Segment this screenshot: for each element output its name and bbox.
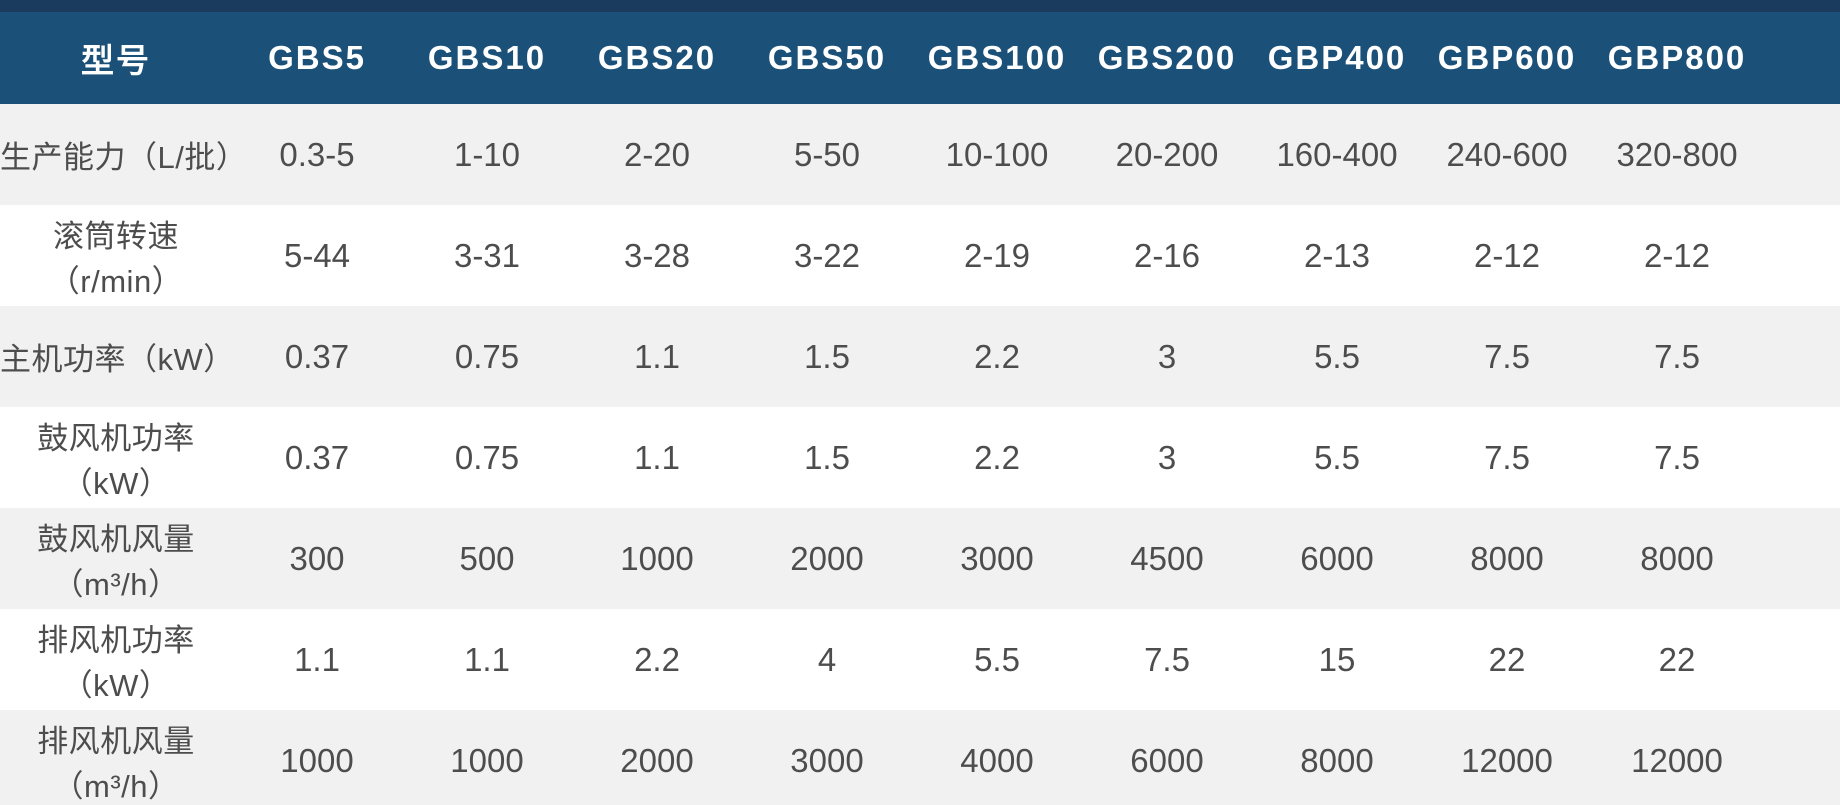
data-cell: 5.5 — [1314, 337, 1360, 375]
data-cell: 6000 — [1300, 539, 1374, 577]
data-cell: 7.5 — [1484, 438, 1530, 476]
header-cell-model-label: 型号 — [0, 0, 232, 104]
data-cell: 7.5 — [1484, 337, 1530, 375]
data-cell: 7.5 — [1654, 438, 1700, 476]
data-cell: 20-200 — [1115, 135, 1219, 173]
data-cell: 0.75 — [454, 438, 520, 476]
data-cell: 2-12 — [1643, 236, 1711, 274]
data-cell: 2-19 — [963, 236, 1031, 274]
row-spacer — [1762, 104, 1840, 205]
data-cell: 8000 — [1300, 741, 1374, 779]
row-label: 鼓风机功率（kW） — [37, 420, 195, 501]
header-cell-gbp400: GBP400 — [1252, 0, 1422, 104]
data-cell: 2.2 — [974, 337, 1020, 375]
row-label: 主机功率（kW） — [0, 342, 235, 377]
data-cell: 12000 — [1461, 741, 1553, 779]
data-cell: 1-10 — [453, 135, 521, 173]
data-cell: 2.2 — [974, 438, 1020, 476]
data-cell: 15 — [1318, 640, 1356, 678]
data-cell: 4500 — [1130, 539, 1204, 577]
data-cell: 1.1 — [634, 438, 680, 476]
header-cell-gbs50: GBS50 — [742, 0, 912, 104]
data-cell: 12000 — [1631, 741, 1723, 779]
data-cell: 3000 — [960, 539, 1034, 577]
data-cell: 0.37 — [284, 438, 350, 476]
data-cell: 8000 — [1640, 539, 1714, 577]
data-cell: 1000 — [620, 539, 694, 577]
data-cell: 2-12 — [1473, 236, 1541, 274]
row-spacer — [1762, 205, 1840, 306]
data-cell: 7.5 — [1654, 337, 1700, 375]
table-row: 排风机风量（m³/h） 1000 1000 2000 3000 4000 6000 8000 1… — [0, 710, 1840, 805]
data-cell: 160-400 — [1276, 135, 1398, 173]
data-cell: 1.1 — [464, 640, 510, 678]
data-cell: 2-20 — [623, 135, 691, 173]
row-label: 排风机风量（m³/h） — [37, 723, 195, 804]
data-cell: 0.3-5 — [279, 135, 355, 173]
row-spacer — [1762, 407, 1840, 508]
data-cell: 4000 — [960, 741, 1034, 779]
data-cell: 1000 — [450, 741, 524, 779]
data-cell: 3000 — [790, 741, 864, 779]
data-cell: 240-600 — [1446, 135, 1568, 173]
table-row: 鼓风机功率（kW） 0.37 0.75 1.1 1.5 2.2 3 5.5 7.5 7.5 — [0, 407, 1840, 508]
row-spacer — [1762, 508, 1840, 609]
data-cell: 2-13 — [1303, 236, 1371, 274]
data-cell: 6000 — [1130, 741, 1204, 779]
row-spacer — [1762, 306, 1840, 407]
row-label: 排风机功率（kW） — [37, 622, 195, 703]
header-cell-gbs10: GBS10 — [402, 0, 572, 104]
data-cell: 2.2 — [634, 640, 680, 678]
table-row: 排风机功率（kW） 1.1 1.1 2.2 4 5.5 7.5 15 22 22 — [0, 609, 1840, 710]
data-cell: 1.5 — [804, 438, 850, 476]
data-cell: 4 — [817, 640, 837, 678]
data-cell: 2000 — [620, 741, 694, 779]
data-cell: 5.5 — [974, 640, 1020, 678]
data-cell: 3-31 — [453, 236, 521, 274]
table-row: 鼓风机风量（m³/h） 300 500 1000 2000 3000 4500 6000 800… — [0, 508, 1840, 609]
row-label: 生产能力（L/批） — [0, 140, 248, 175]
data-cell: 5-44 — [283, 236, 351, 274]
header-spacer — [1762, 0, 1840, 104]
data-cell: 3 — [1157, 438, 1177, 476]
data-cell: 3-28 — [623, 236, 691, 274]
data-cell: 8000 — [1470, 539, 1544, 577]
table-body: 生产能力（L/批） 0.3-5 1-10 2-20 5-50 10-100 20-200 16… — [0, 104, 1840, 805]
header-cell-gbp800: GBP800 — [1592, 0, 1762, 104]
data-cell: 2000 — [790, 539, 864, 577]
header-cell-gbs100: GBS100 — [912, 0, 1082, 104]
header-cell-gbs5: GBS5 — [232, 0, 402, 104]
data-cell: 5.5 — [1314, 438, 1360, 476]
data-cell: 3-22 — [793, 236, 861, 274]
data-cell: 22 — [1488, 640, 1526, 678]
table-row: 生产能力（L/批） 0.3-5 1-10 2-20 5-50 10-100 20-200 16… — [0, 104, 1840, 205]
data-cell: 320-800 — [1616, 135, 1738, 173]
header-cell-gbs20: GBS20 — [572, 0, 742, 104]
data-cell: 300 — [289, 539, 345, 577]
data-cell: 500 — [459, 539, 515, 577]
header-cell-gbs200: GBS200 — [1082, 0, 1252, 104]
data-cell: 0.75 — [454, 337, 520, 375]
data-cell: 3 — [1157, 337, 1177, 375]
data-cell: 1000 — [280, 741, 354, 779]
data-cell: 5-50 — [793, 135, 861, 173]
data-cell: 0.37 — [284, 337, 350, 375]
data-cell: 1.5 — [804, 337, 850, 375]
table-row: 滚筒转速（r/min） 5-44 3-31 3-28 3-22 2-19 2-16 2-13 2… — [0, 205, 1840, 306]
data-cell: 1.1 — [294, 640, 340, 678]
header-cell-gbp600: GBP600 — [1422, 0, 1592, 104]
data-cell: 10-100 — [945, 135, 1049, 173]
row-spacer — [1762, 609, 1840, 710]
row-spacer — [1762, 710, 1840, 805]
table-row: 主机功率（kW） 0.37 0.75 1.1 1.5 2.2 3 5.5 7.5 7.5 — [0, 306, 1840, 407]
row-label: 鼓风机风量（m³/h） — [37, 521, 195, 602]
row-label: 滚筒转速（r/min） — [48, 218, 184, 299]
header-row: 型号 GBS5 GBS10 GBS20 GBS50 GBS100 GBS200 GBP400… — [0, 0, 1840, 104]
data-cell: 7.5 — [1144, 640, 1190, 678]
data-cell: 1.1 — [634, 337, 680, 375]
data-cell: 2-16 — [1133, 236, 1201, 274]
data-cell: 22 — [1658, 640, 1696, 678]
